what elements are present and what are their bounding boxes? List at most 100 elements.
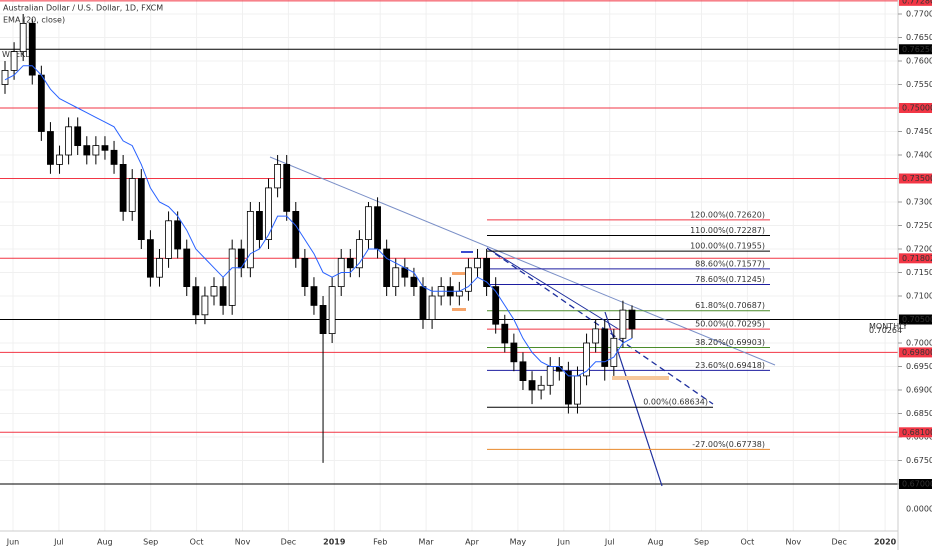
candle-body <box>292 211 300 259</box>
candle-body <box>119 164 127 212</box>
trend-line-dashed <box>486 247 714 405</box>
candle-body <box>37 74 45 132</box>
candle-body <box>383 248 391 288</box>
fib-label: 61.80%(0.70687) <box>695 301 765 310</box>
candle-body <box>628 309 636 330</box>
x-tick-label: 2019 <box>323 538 346 547</box>
candle-body <box>283 164 291 212</box>
fib-label: 110.00%(0.72287) <box>690 226 765 235</box>
candle-body <box>256 211 263 241</box>
level-tag <box>899 103 932 114</box>
x-tick-label: Nov <box>235 538 251 547</box>
y-tick-label: 0.77000 <box>906 10 932 19</box>
candle-body <box>156 258 163 278</box>
candle-body <box>601 328 609 367</box>
x-tick-label: Oct <box>740 538 754 547</box>
candle-body <box>28 23 36 76</box>
fib-label: 50.00%(0.70295) <box>695 320 765 329</box>
fib-label: 88.60%(0.71577) <box>695 259 765 268</box>
x-tick-label: Aug <box>648 538 664 547</box>
x-tick-label: Jul <box>604 538 615 547</box>
indicator-label: EMA (20, close) <box>3 16 65 25</box>
candle-body <box>110 149 118 165</box>
level-label: 0.76250 <box>902 45 932 54</box>
candle-body <box>519 361 527 382</box>
level-tag <box>899 347 932 358</box>
candle-body <box>210 286 218 297</box>
candle-body <box>201 295 209 316</box>
x-tick-label: Dec <box>831 538 846 547</box>
level-note: MONTHLY <box>869 322 907 331</box>
level-tag <box>899 0 932 6</box>
x-tick-label: Feb <box>373 538 387 547</box>
candle-body <box>374 206 381 250</box>
candle-body <box>328 286 336 335</box>
candle-body <box>65 126 73 156</box>
fib-label: 23.60%(0.69418) <box>695 361 765 370</box>
candle-body <box>355 239 363 269</box>
candle-body <box>56 154 63 165</box>
candle-body <box>564 370 572 405</box>
candle-body <box>492 286 500 325</box>
candle-body <box>619 309 627 339</box>
candle-body <box>610 337 618 367</box>
x-tick-label: Sep <box>694 538 709 547</box>
trend-line <box>269 156 776 366</box>
candle-body <box>101 145 109 151</box>
candle-body <box>146 239 154 278</box>
x-tick-label: Dec <box>281 538 296 547</box>
x-tick-label: 2020 <box>874 538 897 547</box>
x-tick-label: May <box>510 538 527 547</box>
candle-body <box>310 286 318 306</box>
candle-body <box>74 126 82 147</box>
last-price-label: 0.70264 <box>869 326 902 335</box>
candle-body <box>128 178 136 212</box>
candle-body <box>392 267 400 288</box>
x-tick-label: Oct <box>190 538 204 547</box>
trend-line <box>486 247 621 331</box>
x-tick-label: Aug <box>97 538 113 547</box>
level-tag <box>899 173 932 184</box>
candle-body <box>465 267 472 292</box>
level-tag <box>899 479 932 490</box>
candle-body <box>510 342 518 363</box>
candle-body <box>10 51 18 71</box>
candle-body <box>410 276 418 288</box>
candle-body <box>574 375 581 405</box>
level-label: 0.75000 <box>902 104 932 113</box>
level-label: 0.77280 <box>902 0 932 5</box>
level-label: 0.73500 <box>902 174 932 183</box>
ema-line <box>4 65 633 377</box>
candle-body <box>592 328 600 344</box>
candle-body <box>537 384 545 391</box>
fib-label: 38.20%(0.69903) <box>695 338 765 347</box>
marker-box <box>461 251 473 253</box>
candle-body <box>137 178 145 241</box>
candle-body <box>546 366 554 386</box>
candle-body <box>346 258 354 269</box>
candle-body <box>428 295 436 320</box>
candle-body <box>219 286 227 306</box>
candle-body <box>246 211 254 269</box>
candle-body <box>474 258 481 269</box>
x-tick-label: Nov <box>785 538 801 547</box>
candle-body <box>47 131 54 165</box>
level-tag <box>899 314 932 325</box>
fib-label: 100.00%(0.71955) <box>690 242 765 251</box>
candle-body <box>183 248 191 288</box>
candle-body <box>228 248 236 306</box>
candle-body <box>419 286 427 320</box>
candle-body <box>319 305 327 335</box>
level-label: 0.70500 <box>902 315 932 324</box>
